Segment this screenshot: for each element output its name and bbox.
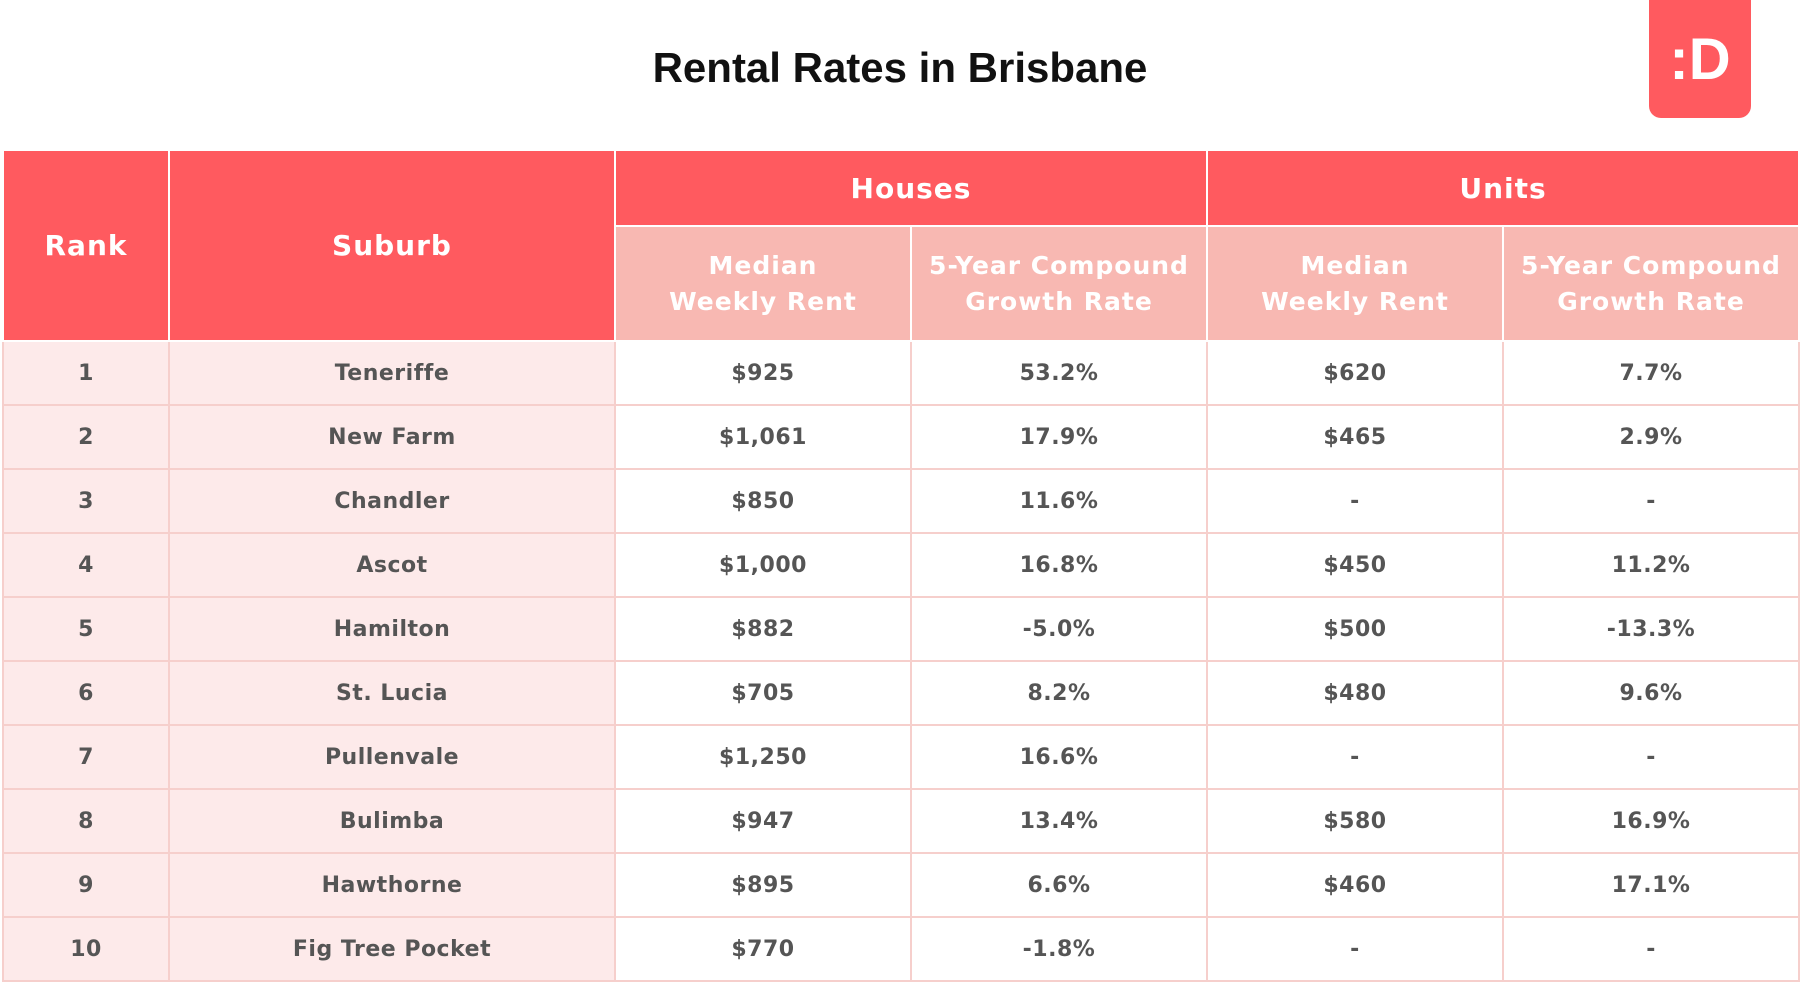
table-cell: $850 [614, 468, 912, 534]
table-cell: 16.6% [910, 724, 1208, 790]
table-cell: 11.2% [1501, 532, 1800, 598]
subheader: Median Weekly Rent [669, 250, 857, 316]
table-row: 6 St. Lucia $705 8.2% $480 9.6% [2, 660, 1800, 726]
table-cell: 7 [2, 724, 170, 790]
table-row: 1 Teneriffe $925 53.2% $620 7.7% [2, 340, 1800, 406]
table-cell: Ascot [168, 532, 616, 598]
table-cell: $500 [1206, 596, 1504, 662]
table-cell: 17.9% [910, 404, 1208, 470]
table-cell: 4 [2, 532, 170, 598]
table-row: 5 Hamilton $882 -5.0% $500 -13.3% [2, 596, 1800, 662]
table-cell: 9.6% [1501, 660, 1800, 726]
group-header: Units [1205, 149, 1800, 227]
table-cell: $1,061 [614, 404, 912, 470]
table-cell: 10 [2, 916, 170, 982]
table-cell: $705 [614, 660, 912, 726]
table-cell: Hamilton [168, 596, 616, 662]
table-cell: 13.4% [910, 788, 1208, 854]
table-cell: $620 [1206, 340, 1504, 406]
table-cell: 1 [2, 340, 170, 406]
table-cell: $450 [1206, 532, 1504, 598]
table-cell: - [1501, 468, 1800, 534]
table-cell: 17.1% [1501, 852, 1800, 918]
table-cell: 2 [2, 404, 170, 470]
subheader: Median Weekly Rent [1261, 250, 1449, 316]
table-cell: $580 [1206, 788, 1504, 854]
table-cell: 5 [2, 596, 170, 662]
table-cell: Fig Tree Pocket [168, 916, 616, 982]
table-cell: $1,250 [614, 724, 912, 790]
table-cell: 8 [2, 788, 170, 854]
table-cell: $465 [1206, 404, 1504, 470]
table-cell: -1.8% [910, 916, 1208, 982]
table-cell: 7.7% [1501, 340, 1800, 406]
subheader: 5-Year Compound Growth Rate [1521, 250, 1781, 316]
table-cell: -13.3% [1501, 596, 1800, 662]
table-row: 2 New Farm $1,061 17.9% $465 2.9% [2, 404, 1800, 470]
table-cell: 8.2% [910, 660, 1208, 726]
table-row: 4 Ascot $1,000 16.8% $450 11.2% [2, 532, 1800, 598]
table-cell: Bulimba [168, 788, 616, 854]
table-cell: $947 [614, 788, 912, 854]
group-header: Houses [614, 149, 1208, 227]
table-cell: Teneriffe [168, 340, 616, 406]
table-cell: $480 [1206, 660, 1504, 726]
table-cell: 9 [2, 852, 170, 918]
table-cell: $882 [614, 596, 912, 662]
table-cell: 3 [2, 468, 170, 534]
table-cell: St. Lucia [168, 660, 616, 726]
table-cell: 16.8% [910, 532, 1208, 598]
logo[interactable]: :D [1649, 0, 1751, 118]
table-row: 3 Chandler $850 11.6% - - [2, 468, 1800, 534]
subheader: 5-Year Compound Growth Rate [929, 250, 1189, 316]
table-cell: 53.2% [910, 340, 1208, 406]
table-cell: - [1501, 724, 1800, 790]
table-cell: $895 [614, 852, 912, 918]
table-cell: - [1206, 724, 1504, 790]
table-cell: $770 [614, 916, 912, 982]
table-cell: New Farm [168, 404, 616, 470]
table-cell: - [1206, 468, 1504, 534]
table-cell: Chandler [168, 468, 616, 534]
table-cell: Hawthorne [168, 852, 616, 918]
table-cell: - [1501, 916, 1800, 982]
header-cell: Suburb [168, 149, 616, 342]
table-row: 9 Hawthorne $895 6.6% $460 17.1% [2, 852, 1800, 918]
table-cell: 6 [2, 660, 170, 726]
table-cell: $460 [1206, 852, 1504, 918]
table-row: 10 Fig Tree Pocket $770 -1.8% - - [2, 916, 1800, 982]
table-cell: -5.0% [910, 596, 1208, 662]
table-cell: 6.6% [910, 852, 1208, 918]
table-cell: $1,000 [614, 532, 912, 598]
table-cell: $925 [614, 340, 912, 406]
table-cell: - [1206, 916, 1504, 982]
rental-table: Rank Suburb Houses Units Median Weekly R… [2, 149, 1800, 982]
table-cell: Pullenvale [168, 724, 616, 790]
table-cell: 2.9% [1501, 404, 1800, 470]
table-row: 8 Bulimba $947 13.4% $580 16.9% [2, 788, 1800, 854]
table-cell: 11.6% [910, 468, 1208, 534]
table-row: 7 Pullenvale $1,250 16.6% - - [2, 724, 1800, 790]
header-cell: Rank [2, 149, 170, 342]
page-title: Rental Rates in Brisbane [652, 44, 1148, 91]
table-cell: 16.9% [1501, 788, 1800, 854]
